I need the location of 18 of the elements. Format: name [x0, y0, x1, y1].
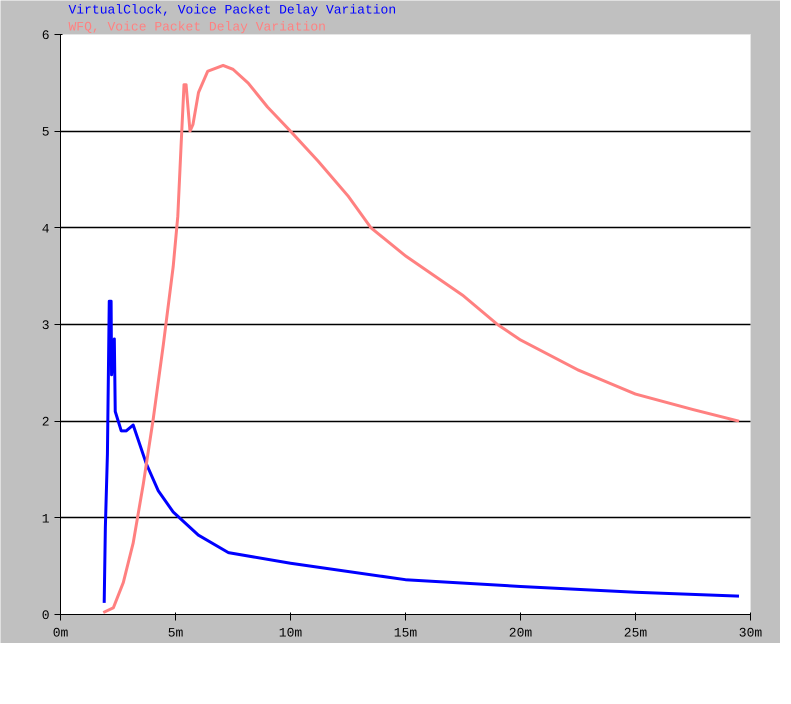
text: VirtualClock, Voice Packet Delay Variation [68, 2, 396, 18]
text: WFQ, Voice Packet Delay Variation [68, 20, 326, 34]
x-tick-label: 20m [508, 626, 532, 640]
x-tick-label: 5m [168, 626, 184, 640]
x-tick-label: 15m [394, 626, 418, 640]
x-tick-label: 30m [738, 626, 762, 640]
line-series [102, 300, 740, 604]
x-tick-label: 25m [624, 626, 648, 640]
y-tick-label: 6 [42, 28, 50, 43]
y-tick-label: 3 [42, 318, 50, 333]
x-tick-label: 0m [52, 626, 68, 640]
y-tick-label: 1 [42, 511, 50, 526]
line-series [102, 64, 740, 614]
y-tick-label: 5 [42, 124, 50, 140]
x-tick-label: 10m [278, 626, 302, 640]
y-tick-label: 4 [42, 221, 50, 236]
y-tick-label: 2 [42, 414, 50, 430]
y-tick-label: 0 [42, 608, 50, 623]
